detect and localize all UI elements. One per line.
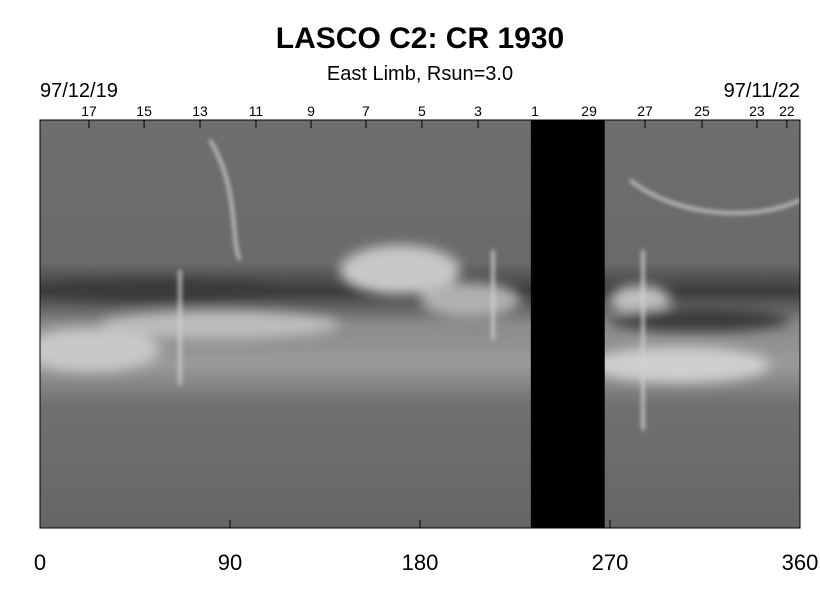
x2-tick-label: 15 bbox=[136, 103, 152, 119]
x2-tick-label: 11 bbox=[249, 103, 264, 119]
x2-tick-label: 17 bbox=[81, 103, 97, 119]
x2-tick-label: 1 bbox=[531, 103, 539, 119]
x-tick-label: 360 bbox=[782, 550, 819, 575]
x2-tick-label: 27 bbox=[637, 103, 653, 119]
chart-subtitle: East Limb, Rsun=3.0 bbox=[327, 63, 513, 85]
x2-tick-label: 25 bbox=[694, 103, 710, 119]
x-tick-label: 180 bbox=[402, 550, 439, 575]
x-tick-label: 270 bbox=[592, 550, 629, 575]
map-image bbox=[40, 120, 800, 528]
x2-tick-label: 5 bbox=[418, 103, 426, 119]
x2-tick-label: 13 bbox=[192, 103, 208, 119]
chart-title: LASCO C2: CR 1930 bbox=[276, 22, 564, 55]
end-date: 97/11/22 bbox=[724, 80, 800, 102]
x2-tick-label: 9 bbox=[307, 103, 315, 119]
x2-tick-label: 23 bbox=[749, 103, 765, 119]
x2-tick-label: 7 bbox=[362, 103, 370, 119]
x-tick-label: 0 bbox=[34, 550, 46, 575]
data-gap bbox=[530, 120, 605, 528]
start-date: 97/12/19 bbox=[40, 80, 118, 102]
x2-tick-label: 22 bbox=[779, 103, 795, 119]
x2-tick-label: 29 bbox=[581, 103, 597, 119]
x2-tick-label: 3 bbox=[474, 103, 482, 119]
x-tick-label: 90 bbox=[218, 550, 242, 575]
